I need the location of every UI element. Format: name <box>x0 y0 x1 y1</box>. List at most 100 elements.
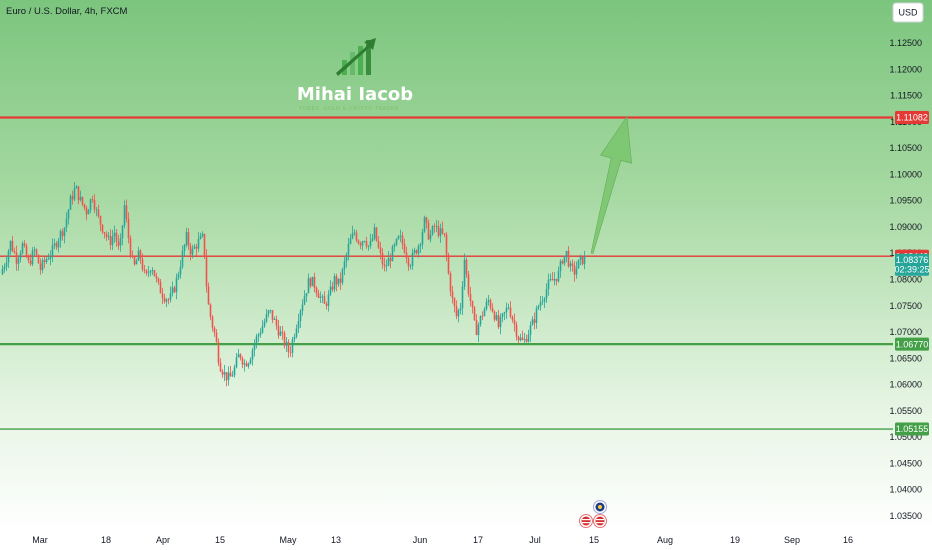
candle-body <box>249 359 252 364</box>
candle-body <box>119 238 122 246</box>
candle-body <box>49 255 52 259</box>
candle-body <box>425 217 428 223</box>
price-tick-label: 1.12500 <box>889 38 922 48</box>
candle-body <box>207 286 210 305</box>
candle-body <box>33 249 36 251</box>
event-markers[interactable] <box>579 500 607 528</box>
candle-body <box>461 286 464 309</box>
event-marker-us-2[interactable] <box>593 514 607 528</box>
candle-body <box>1 269 4 275</box>
candle-body <box>157 278 160 282</box>
candle-body <box>95 209 98 211</box>
symbol-title: Euro / U.S. Dollar, 4h, FXCM <box>6 6 128 17</box>
candle-body <box>15 252 18 264</box>
candle-body <box>11 240 14 252</box>
candle-body <box>21 243 24 254</box>
candle-body <box>39 263 42 271</box>
candle-body <box>451 291 454 299</box>
candle-body <box>583 256 586 265</box>
candle-body <box>517 336 520 341</box>
candle-body <box>191 248 194 255</box>
candle-body <box>239 354 242 359</box>
candle-body <box>29 260 32 265</box>
price-tick-label: 1.05500 <box>889 406 922 416</box>
candle-body <box>549 279 552 280</box>
candle-body <box>379 247 382 254</box>
candle-body <box>387 258 390 266</box>
candle-body <box>317 293 320 298</box>
time-tick-label: 16 <box>843 535 853 545</box>
candle-body <box>375 227 378 241</box>
candle-body <box>175 277 178 293</box>
currency-button-label: USD <box>898 8 918 18</box>
time-tick-label: Aug <box>657 535 673 545</box>
candle-body <box>511 316 514 321</box>
candle-body <box>483 309 486 317</box>
candle-body <box>255 336 258 344</box>
candle-body <box>477 324 480 336</box>
candle-body <box>329 286 332 295</box>
candle-body <box>35 249 38 255</box>
candle-body <box>287 342 290 352</box>
price-tick-label: 1.12000 <box>889 64 922 74</box>
candle-body <box>569 263 572 267</box>
candle-body <box>323 296 326 304</box>
candle-body <box>309 278 312 287</box>
candle-body <box>53 243 56 246</box>
candle-body <box>65 218 68 228</box>
event-marker-eu[interactable] <box>593 500 607 514</box>
candle-body <box>495 315 498 320</box>
brand-name: Mihai Iacob <box>297 84 413 105</box>
candle-body <box>445 234 448 255</box>
price-tag-support-low <box>895 422 929 436</box>
price-tick-label: 1.09000 <box>889 222 922 232</box>
candle-body <box>229 372 232 377</box>
candle-body <box>135 260 138 265</box>
candle-body <box>493 311 496 320</box>
candle-body <box>351 233 354 239</box>
candle-body <box>81 196 84 205</box>
candle-body <box>497 315 500 328</box>
price-tick-label: 1.08000 <box>889 275 922 285</box>
candle-body <box>133 257 136 265</box>
currency-button[interactable]: USD <box>892 2 924 23</box>
candle-body <box>327 294 330 306</box>
candle-body <box>155 276 158 279</box>
candle-body <box>363 241 366 242</box>
candle-body <box>439 228 442 236</box>
candle-body <box>505 307 508 313</box>
time-tick-label: Sep <box>784 535 800 545</box>
candle-body <box>151 270 154 272</box>
candle-body <box>509 307 512 317</box>
price-tick-label: 1.11500 <box>890 91 922 101</box>
candle-body <box>79 196 82 201</box>
candle-body <box>481 315 484 317</box>
candle-body <box>537 306 540 309</box>
candle-body <box>353 232 356 234</box>
candles <box>1 181 586 387</box>
candle-body <box>333 276 336 290</box>
candle-body <box>159 281 162 294</box>
candle-body <box>31 250 34 265</box>
candle-body <box>107 235 110 237</box>
price-tag-label: 1.11082 <box>896 113 928 123</box>
time-axis-background <box>0 532 932 550</box>
candle-body <box>261 326 264 333</box>
candle-body <box>55 243 58 248</box>
candle-body <box>555 278 558 282</box>
candle-body <box>85 207 88 215</box>
price-tick-label: 1.07500 <box>889 301 922 311</box>
price-tick-label: 1.04000 <box>889 485 922 495</box>
candle-body <box>525 338 528 342</box>
brand-tagline: FOREX, GOLD & CRYPTO TRADER <box>299 106 399 112</box>
candle-body <box>507 307 510 309</box>
candle-body <box>181 250 184 267</box>
candle-body <box>123 205 126 226</box>
candle-body <box>405 252 408 259</box>
event-marker-us-1[interactable] <box>579 514 593 528</box>
candle-body <box>367 245 370 247</box>
candle-body <box>67 209 70 219</box>
candle-body <box>45 259 48 263</box>
candle-body <box>221 371 224 375</box>
